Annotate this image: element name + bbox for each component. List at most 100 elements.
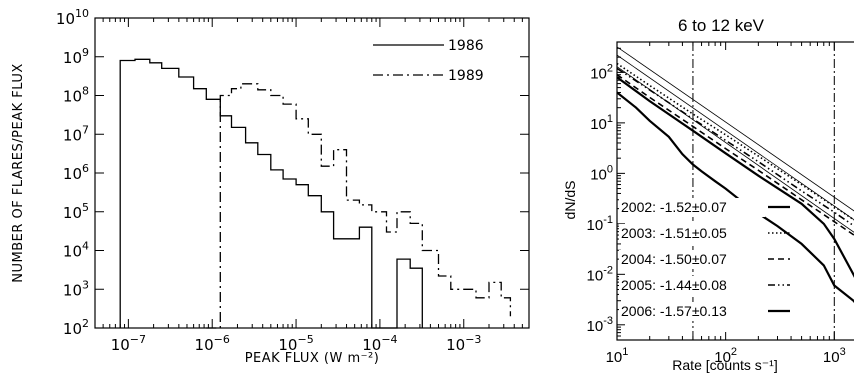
- y-axis-label-a: NUMBER OF FLARES/PEAK FLUX: [11, 63, 26, 282]
- x-axis-label-b: Rate [counts s⁻¹]: [672, 357, 777, 373]
- tick-exponent: −6: [214, 333, 230, 346]
- tick-exponent: -1: [603, 214, 613, 226]
- tick-label: 105: [63, 201, 89, 222]
- tick-exponent: 5: [82, 201, 89, 214]
- series-line-1986: [119, 58, 423, 329]
- legend-a: 1986 1989: [373, 38, 484, 84]
- series-group-b: [617, 62, 854, 304]
- tick-base: 10: [823, 349, 840, 366]
- tick-exponent: 10: [75, 7, 89, 20]
- tick-label: 103: [63, 278, 89, 299]
- tick-exponent: 0: [607, 163, 613, 175]
- tick-label: 102: [590, 62, 613, 82]
- tick-label: 100: [590, 163, 613, 183]
- axis-ticks-a: [95, 17, 529, 329]
- series-line-1989: [206, 83, 512, 329]
- tick-base: 10: [587, 217, 604, 234]
- x-tick-labels-b: 101 102 103: [606, 346, 846, 366]
- legend-label: 2006: -1.57±0.13: [621, 303, 727, 319]
- legend-b: 2002: -1.52±0.07 2003: -1.51±0.05 2004: -1…: [619, 198, 790, 321]
- tick-label: 108: [63, 85, 89, 106]
- tick-exponent: -3: [603, 315, 613, 327]
- tick-label: 104: [63, 240, 89, 261]
- tick-base: 10: [56, 10, 75, 28]
- tick-exponent: 3: [840, 346, 846, 358]
- tick-exponent: 4: [82, 240, 89, 253]
- legend-backdrop: [619, 198, 765, 217]
- tick-base: 10: [714, 349, 731, 366]
- x-axis-label-a: PEAK FLUX (W m⁻²): [245, 351, 380, 366]
- tick-label: 10-1: [587, 214, 613, 234]
- tick-label: 102: [63, 317, 89, 338]
- tick-base: 10: [278, 336, 297, 354]
- tick-label: 10−5: [278, 333, 313, 354]
- tick-base: 10: [587, 318, 604, 335]
- legend-label: 1986: [448, 38, 484, 54]
- legend-label: 1989: [448, 68, 484, 84]
- tick-base: 10: [590, 116, 607, 133]
- tick-exponent: −7: [130, 333, 146, 346]
- tick-base: 10: [590, 166, 607, 183]
- tick-exponent: -2: [603, 264, 613, 276]
- legend-label: 2002: -1.52±0.07: [621, 199, 727, 215]
- tick-base: 10: [362, 336, 381, 354]
- tick-label: 106: [63, 162, 89, 183]
- range-markers-b: [692, 42, 835, 340]
- plot-frame-a: [94, 17, 530, 329]
- tick-exponent: 2: [82, 317, 89, 330]
- tick-base: 10: [63, 320, 82, 338]
- tick-exponent: −5: [297, 333, 313, 346]
- tick-label: 10-3: [587, 315, 613, 335]
- tick-base: 10: [587, 267, 604, 284]
- tick-exponent: 6: [82, 162, 89, 175]
- series-group-a: [119, 58, 512, 329]
- tick-base: 10: [195, 336, 214, 354]
- tick-base: 10: [111, 336, 130, 354]
- series-line: [617, 62, 854, 221]
- tick-label: 10−6: [195, 333, 230, 354]
- series-line: [617, 91, 854, 304]
- tick-base: 10: [63, 204, 82, 222]
- fit-line: [617, 66, 854, 233]
- peak-flux-histogram: 10−7 10−6 10−5 10−4 10−3 1021031041051061071…: [11, 7, 530, 366]
- tick-label: 102: [714, 346, 737, 366]
- tick-base: 10: [590, 65, 607, 82]
- tick-exponent: 2: [731, 346, 737, 358]
- axis-ticks-b: [616, 42, 835, 340]
- tick-base: 10: [446, 336, 465, 354]
- tick-exponent: 1: [622, 346, 628, 358]
- tick-label: 107: [63, 123, 89, 144]
- y-axis-label-b: dN/dS: [562, 181, 578, 220]
- tick-label: 10−7: [111, 333, 146, 354]
- tick-base: 10: [63, 88, 82, 106]
- legend-backdrop: [619, 250, 765, 269]
- fit-line: [617, 46, 854, 212]
- tick-exponent: 9: [82, 46, 89, 59]
- tick-label: 10−3: [446, 333, 481, 354]
- legend-label: 2005: -1.44±0.08: [621, 277, 727, 293]
- tick-exponent: 8: [82, 85, 89, 98]
- tick-label: 101: [590, 113, 613, 133]
- x-tick-labels-a: 10−7 10−6 10−5 10−4 10−3: [111, 333, 482, 354]
- tick-label: 101: [606, 346, 629, 366]
- series-line: [617, 76, 854, 278]
- plot-frame-b: [616, 41, 854, 341]
- tick-exponent: 7: [82, 123, 89, 136]
- tick-exponent: 2: [607, 62, 613, 74]
- tick-base: 10: [63, 165, 82, 183]
- tick-exponent: −4: [381, 333, 397, 346]
- legend-label: 2003: -1.51±0.05: [621, 225, 727, 241]
- series-line: [617, 74, 854, 237]
- tick-base: 10: [63, 49, 82, 67]
- tick-exponent: −3: [465, 333, 481, 346]
- legend-backdrop: [619, 276, 765, 295]
- tick-label: 10-2: [587, 264, 613, 284]
- dnds-rate-plot: 6 to 12 keV 101 102 103 10-310-210-1100101…: [562, 16, 854, 373]
- tick-label: 1010: [56, 7, 89, 28]
- tick-base: 10: [63, 126, 82, 144]
- tick-label: 10−4: [362, 333, 397, 354]
- legend-backdrop: [619, 224, 765, 243]
- tick-base: 10: [63, 243, 82, 261]
